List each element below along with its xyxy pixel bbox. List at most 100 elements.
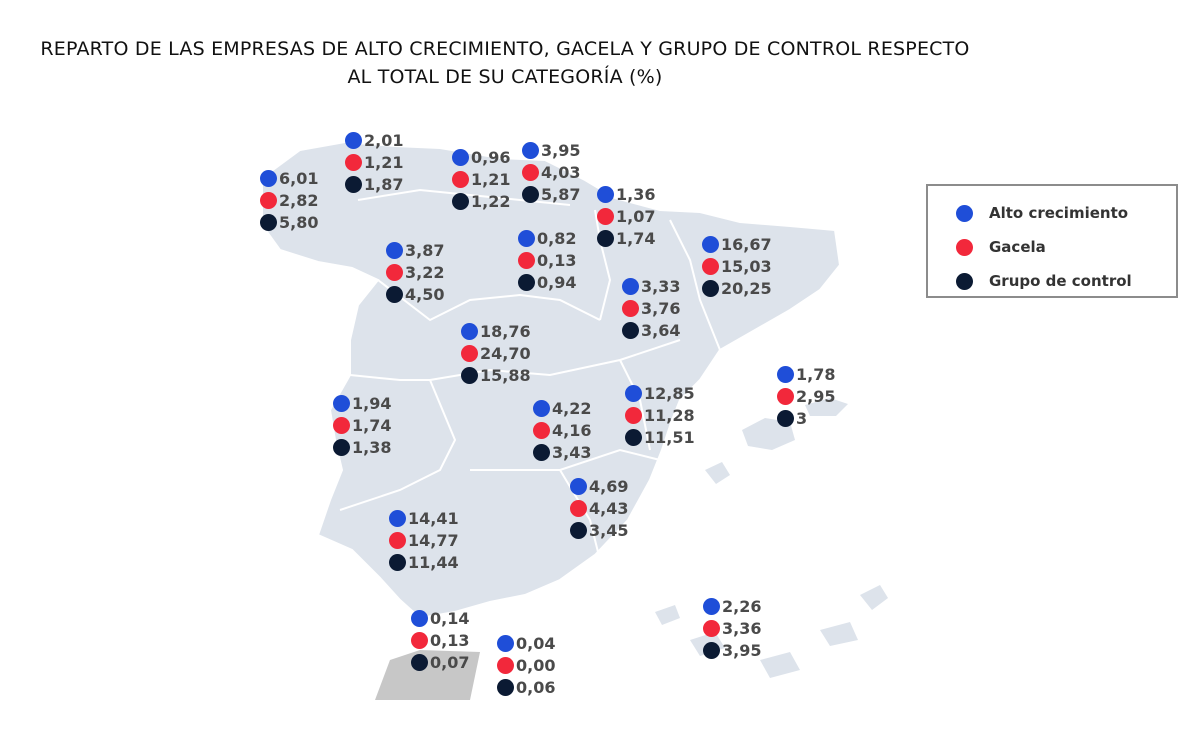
- value-alto-crecimiento: 2,26: [722, 596, 762, 616]
- value-gacela: 3,22: [405, 262, 445, 282]
- value-grupo-control: 1,87: [364, 174, 404, 194]
- value-alto-crecimiento: 1,94: [352, 393, 392, 413]
- alto-crecimiento-dot: [703, 597, 720, 615]
- grupo-control-dot: [570, 521, 587, 539]
- grupo-control-dot: [452, 192, 469, 210]
- legend-label: Grupo de control: [989, 272, 1132, 290]
- value-grupo-control: 11,44: [408, 552, 459, 572]
- value-alto-crecimiento: 3,33: [641, 276, 681, 296]
- grupo-control-dot: [389, 553, 406, 571]
- value-grupo-control: 3,64: [641, 320, 681, 340]
- value-grupo-control: 20,25: [721, 278, 772, 298]
- gacela-dot: [625, 406, 642, 424]
- value-grupo-control: 3,43: [552, 442, 592, 462]
- gacela-dot: [703, 619, 720, 637]
- value-alto-crecimiento: 0,14: [430, 608, 470, 628]
- gacela-dot: [452, 170, 469, 188]
- value-gacela: 11,28: [644, 405, 695, 425]
- value-grupo-control: 3,95: [722, 640, 762, 660]
- grupo-control-swatch: [956, 272, 973, 290]
- value-grupo-control: 1,74: [616, 228, 656, 248]
- value-gacela: 1,21: [471, 169, 511, 189]
- grupo-control-dot: [386, 285, 403, 303]
- gacela-dot: [518, 251, 535, 269]
- alto-crecimiento-dot: [518, 229, 535, 247]
- value-alto-crecimiento: 0,82: [537, 228, 577, 248]
- grupo-control-dot: [622, 321, 639, 339]
- value-grupo-control: 3: [796, 408, 808, 428]
- alto-crecimiento-dot: [411, 609, 428, 627]
- gacela-dot: [260, 191, 277, 209]
- value-grupo-control: 1,22: [471, 191, 511, 211]
- alto-crecimiento-dot: [522, 141, 539, 159]
- alto-crecimiento-dot: [345, 131, 362, 149]
- value-alto-crecimiento: 16,67: [721, 234, 772, 254]
- value-grupo-control: 1,38: [352, 437, 392, 457]
- alto-crecimiento-dot: [461, 322, 478, 340]
- alto-crecimiento-dot: [452, 148, 469, 166]
- gacela-dot: [497, 656, 514, 674]
- value-gacela: 2,82: [279, 190, 319, 210]
- gacela-dot: [597, 207, 614, 225]
- gacela-dot: [622, 299, 639, 317]
- canarias-shape-5: [860, 585, 888, 610]
- value-alto-crecimiento: 0,04: [516, 633, 556, 653]
- value-grupo-control: 0,94: [537, 272, 577, 292]
- legend: Alto crecimiento Gacela Grupo de control: [926, 184, 1178, 298]
- legend-item-alto-crecimiento: Alto crecimiento: [956, 204, 1128, 222]
- grupo-control-dot: [703, 641, 720, 659]
- grupo-control-dot: [345, 175, 362, 193]
- value-alto-crecimiento: 12,85: [644, 383, 695, 403]
- value-grupo-control: 15,88: [480, 365, 531, 385]
- grupo-control-dot: [533, 443, 550, 461]
- legend-label: Gacela: [989, 238, 1046, 256]
- chart-title-line1: REPARTO DE LAS EMPRESAS DE ALTO CRECIMIE…: [40, 38, 970, 60]
- value-gacela: 14,77: [408, 530, 459, 550]
- gacela-dot: [522, 163, 539, 181]
- value-alto-crecimiento: 1,36: [616, 184, 656, 204]
- gacela-dot: [333, 416, 350, 434]
- value-grupo-control: 5,87: [541, 184, 581, 204]
- gacela-dot: [386, 263, 403, 281]
- grupo-control-dot: [702, 279, 719, 297]
- grupo-control-dot: [411, 653, 428, 671]
- value-gacela: 3,76: [641, 298, 681, 318]
- value-alto-crecimiento: 6,01: [279, 168, 319, 188]
- grupo-control-dot: [625, 428, 642, 446]
- value-gacela: 4,43: [589, 498, 629, 518]
- alto-crecimiento-dot: [497, 634, 514, 652]
- legend-label: Alto crecimiento: [989, 204, 1129, 222]
- value-alto-crecimiento: 4,69: [589, 476, 629, 496]
- value-grupo-control: 3,45: [589, 520, 629, 540]
- value-gacela: 0,13: [430, 630, 470, 650]
- value-gacela: 15,03: [721, 256, 772, 276]
- value-gacela: 1,74: [352, 415, 392, 435]
- grupo-control-dot: [522, 185, 539, 203]
- alto-crecimiento-dot: [333, 394, 350, 412]
- gacela-dot: [389, 531, 406, 549]
- value-gacela: 4,16: [552, 420, 592, 440]
- ibiza-shape: [705, 462, 730, 484]
- mainland-spain-shape: [261, 140, 842, 620]
- gacela-dot: [702, 257, 719, 275]
- value-gacela: 1,07: [616, 206, 656, 226]
- value-alto-crecimiento: 0,96: [471, 147, 511, 167]
- chart-title-line2: AL TOTAL DE SU CATEGORÍA (%): [347, 66, 663, 88]
- value-gacela: 24,70: [480, 343, 531, 363]
- grupo-control-dot: [518, 273, 535, 291]
- value-gacela: 0,00: [516, 655, 556, 675]
- alto-crecimiento-dot: [625, 384, 642, 402]
- value-gacela: 2,95: [796, 386, 836, 406]
- value-grupo-control: 0,06: [516, 677, 556, 697]
- value-alto-crecimiento: 18,76: [480, 321, 531, 341]
- alto-crecimiento-dot: [570, 477, 587, 495]
- grupo-control-dot: [260, 213, 277, 231]
- value-grupo-control: 0,07: [430, 652, 470, 672]
- menorca-shape: [805, 398, 848, 416]
- alto-crecimiento-dot: [386, 241, 403, 259]
- value-gacela: 1,21: [364, 152, 404, 172]
- value-gacela: 3,36: [722, 618, 762, 638]
- alto-crecimiento-dot: [622, 277, 639, 295]
- grupo-control-dot: [777, 409, 794, 427]
